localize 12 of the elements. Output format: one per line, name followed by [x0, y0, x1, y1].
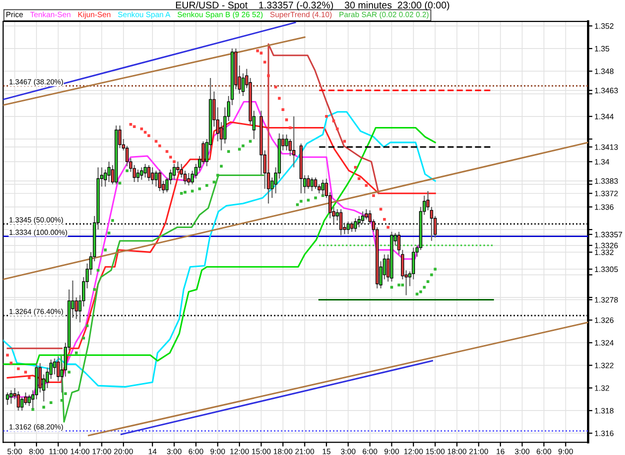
candlestick	[150, 166, 154, 185]
candlestick	[140, 166, 144, 180]
candlestick	[53, 358, 56, 375]
candlestick	[16, 390, 20, 412]
candlestick	[136, 169, 140, 183]
candlestick	[144, 163, 147, 178]
chart-title: EUR/USD - Spot 1.33357 (-0.32%) 30 minutes 23:00 (0:00)	[176, 1, 450, 10]
candlestick	[364, 208, 368, 220]
candlestick	[292, 116, 296, 168]
candlestick	[28, 394, 31, 407]
candlestick	[154, 170, 158, 188]
candlestick	[107, 161, 111, 183]
